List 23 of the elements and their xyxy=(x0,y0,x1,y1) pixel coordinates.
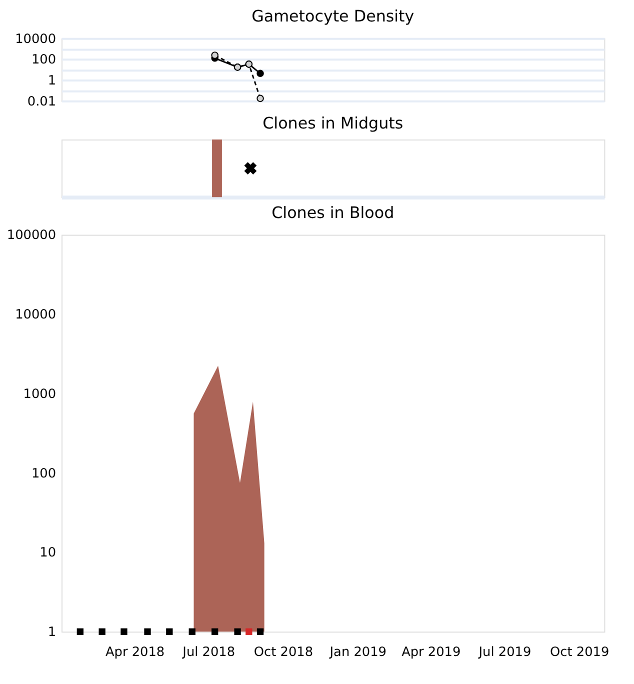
y-tick-label: 0.01 xyxy=(27,94,56,110)
point xyxy=(256,94,264,102)
y-tick-label: 100 xyxy=(31,466,56,482)
chart-title: Clones in Midguts xyxy=(262,114,404,133)
y-tick-label: 100 xyxy=(31,52,56,68)
x-tick-label: Jul 2019 xyxy=(478,644,532,660)
y-tick-label: 10000 xyxy=(15,32,56,47)
y-tick-label: 1000 xyxy=(23,386,56,402)
y-tick-label: 1 xyxy=(48,73,56,88)
chart-title: Clones in Blood xyxy=(272,202,394,222)
chart-title: Gametocyte Density xyxy=(252,6,414,26)
y-tick-label: 10 xyxy=(40,546,56,561)
x-tick-label: Oct 2018 xyxy=(254,644,314,660)
x-tick-label: Oct 2019 xyxy=(550,644,610,660)
x-tick-label: Apr 2018 xyxy=(105,644,165,660)
x-tick-label: Jul 2018 xyxy=(182,644,236,660)
point xyxy=(256,70,264,78)
y-tick-label: 100000 xyxy=(6,228,56,244)
y-tick-label: 1 xyxy=(48,625,56,640)
x-tick-label: Jan 2019 xyxy=(328,644,386,660)
y-tick-label: 10000 xyxy=(15,308,56,323)
x-tick-label: Apr 2019 xyxy=(402,644,461,660)
point xyxy=(211,52,218,59)
